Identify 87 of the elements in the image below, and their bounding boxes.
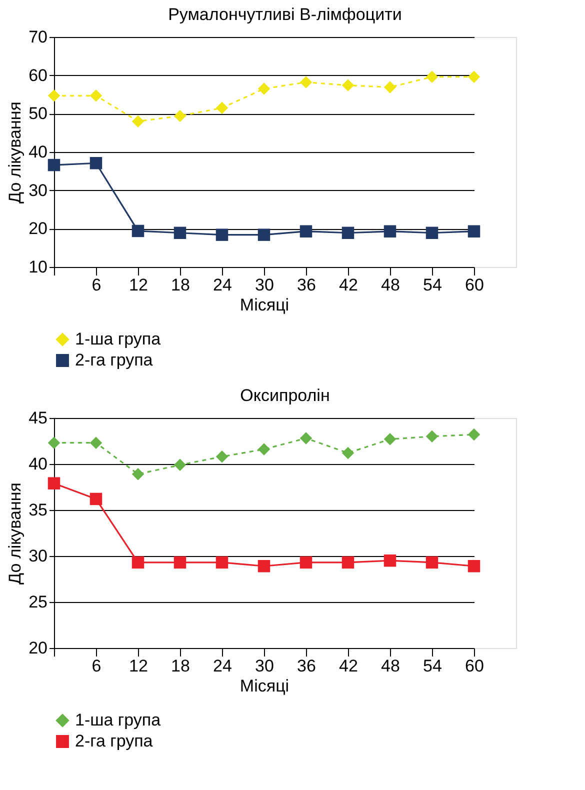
point (90, 156, 102, 170)
x-tick-label: 60 (465, 276, 484, 294)
y-tick-label: 45 (28, 408, 48, 428)
point (216, 450, 228, 463)
x-tick-label: 24 (213, 276, 232, 294)
y-tick-label: 60 (28, 66, 48, 85)
point (48, 158, 60, 172)
point (90, 492, 102, 506)
point (216, 228, 228, 241)
legend-label: 1-ша група (75, 710, 162, 730)
legend-label: 2-га група (75, 732, 154, 750)
point (300, 556, 312, 569)
point (300, 76, 312, 88)
x-tick-label: 12 (129, 656, 148, 676)
y-tick-label: 30 (28, 180, 48, 200)
point (426, 226, 438, 240)
x-tick-label: 24 (213, 656, 232, 676)
point (132, 468, 144, 480)
y-tick-label: 70 (28, 28, 48, 46)
point (300, 432, 312, 444)
point (426, 430, 438, 443)
point (258, 228, 270, 241)
point (426, 556, 438, 569)
point (48, 90, 60, 102)
y-tick-label: 10 (28, 258, 48, 276)
point (174, 226, 186, 240)
point (216, 556, 228, 569)
y-tick-label: 30 (28, 546, 48, 566)
x-axis-title: Місяці (240, 676, 290, 696)
point (384, 81, 396, 94)
x-tick-label: 18 (171, 656, 190, 676)
x-tick-label: 12 (129, 276, 148, 294)
x-tick-label: 30 (255, 656, 274, 676)
chart-title: Оксипролін (240, 386, 330, 405)
legend-label: 2-га група (75, 350, 154, 370)
x-tick-label: 36 (297, 276, 316, 294)
point (174, 110, 186, 122)
point (132, 224, 144, 238)
point (132, 556, 144, 569)
y-tick-label: 35 (28, 500, 48, 520)
y-tick-label: 50 (28, 104, 48, 124)
x-tick-label: 42 (339, 656, 358, 676)
point (426, 70, 438, 83)
point (468, 428, 480, 441)
point (300, 225, 312, 238)
x-tick-label: 30 (255, 276, 274, 294)
x-tick-label: 48 (381, 276, 400, 294)
y-tick-label: 25 (28, 592, 48, 612)
point (384, 433, 396, 446)
point (48, 436, 60, 449)
point (216, 102, 228, 114)
x-tick-label: 36 (297, 656, 316, 676)
point (258, 443, 270, 456)
legend-label: 1-ша група (75, 330, 162, 348)
x-tick-label: 6 (92, 276, 102, 294)
point (384, 225, 396, 238)
x-tick-label: 60 (465, 656, 484, 676)
x-tick-label: 6 (92, 656, 102, 676)
y-axis-title: До лікування (6, 102, 25, 204)
point (342, 446, 354, 460)
point (132, 115, 144, 128)
point (90, 436, 102, 449)
x-tick-label: 42 (339, 276, 358, 294)
x-tick-label: 54 (423, 276, 442, 294)
point (468, 225, 480, 238)
y-tick-label: 20 (28, 638, 48, 658)
point (342, 226, 354, 240)
point (468, 560, 480, 572)
y-tick-label: 40 (28, 454, 48, 474)
point (342, 556, 354, 569)
point (258, 560, 270, 572)
y-axis-title: До лікування (6, 482, 25, 584)
point (384, 554, 396, 567)
point (468, 70, 480, 83)
point (90, 90, 102, 102)
point (342, 79, 354, 92)
y-tick-label: 40 (28, 142, 48, 162)
x-tick-label: 54 (423, 656, 442, 676)
x-axis-title: Місяці (240, 296, 290, 314)
point (174, 556, 186, 569)
y-tick-label: 20 (28, 219, 48, 238)
point (258, 82, 270, 95)
x-tick-label: 18 (171, 276, 190, 294)
x-tick-label: 48 (381, 656, 400, 676)
chart-title: Румалончутливі В-лімфоцити (168, 5, 402, 24)
point (174, 458, 186, 472)
point (48, 477, 60, 490)
